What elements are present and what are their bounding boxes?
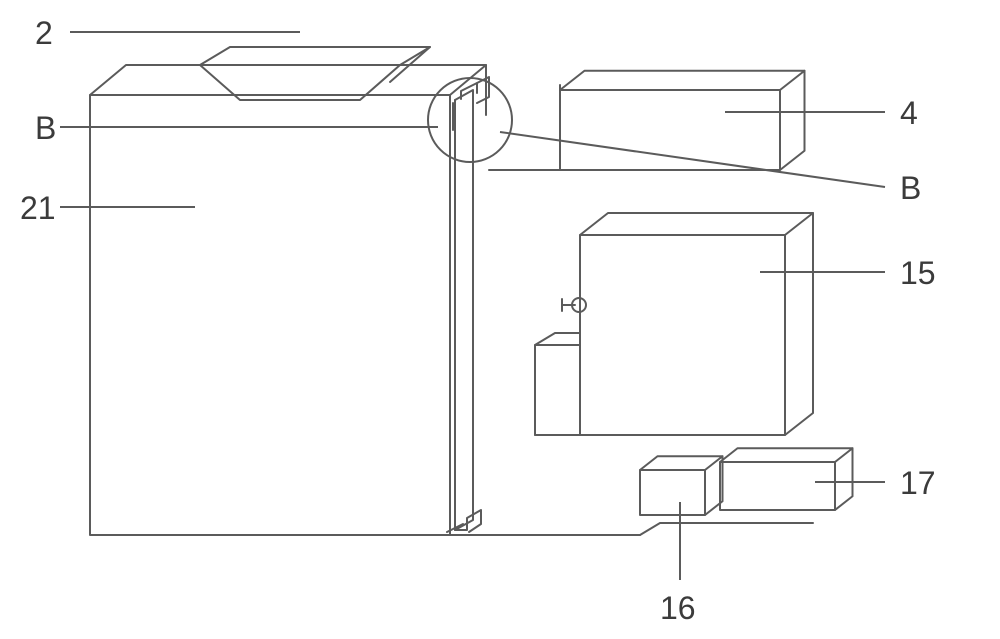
label-num_17: 17 (900, 465, 936, 502)
label-num_4: 4 (900, 95, 918, 132)
label-B_left: B (35, 110, 56, 147)
diagram-canvas (0, 0, 1000, 639)
label-top_left_num: 2 (35, 15, 53, 52)
label-num_15: 15 (900, 255, 936, 292)
label-num_21: 21 (20, 190, 56, 227)
leader-B_right (500, 132, 885, 187)
label-num_16: 16 (660, 590, 696, 627)
label-B_right: B (900, 170, 921, 207)
